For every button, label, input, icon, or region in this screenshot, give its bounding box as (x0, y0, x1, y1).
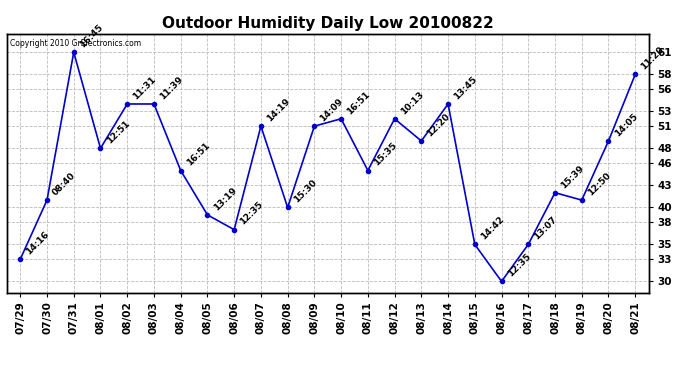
Text: 16:51: 16:51 (185, 141, 211, 168)
Text: 13:19: 13:19 (212, 185, 238, 212)
Text: 12:50: 12:50 (586, 171, 613, 197)
Text: 10:13: 10:13 (399, 90, 425, 116)
Text: 15:35: 15:35 (372, 141, 399, 168)
Text: 14:05: 14:05 (613, 112, 639, 138)
Text: 14:09: 14:09 (319, 97, 345, 123)
Text: 12:20: 12:20 (426, 112, 452, 138)
Text: 08:40: 08:40 (51, 171, 78, 197)
Text: 15:39: 15:39 (559, 163, 586, 190)
Text: 12:35: 12:35 (506, 252, 532, 279)
Text: 12:35: 12:35 (238, 200, 265, 227)
Text: 16:51: 16:51 (345, 89, 372, 116)
Text: 15:30: 15:30 (292, 178, 318, 205)
Title: Outdoor Humidity Daily Low 20100822: Outdoor Humidity Daily Low 20100822 (162, 16, 493, 31)
Text: 14:19: 14:19 (265, 97, 292, 123)
Text: Copyright 2010 GrElectronics.com: Copyright 2010 GrElectronics.com (10, 39, 141, 48)
Text: 14:16: 14:16 (24, 230, 51, 256)
Text: 11:31: 11:31 (131, 75, 158, 101)
Text: 14:42: 14:42 (479, 215, 506, 242)
Text: 12:51: 12:51 (105, 119, 131, 146)
Text: 11:20: 11:20 (640, 45, 666, 72)
Text: 11:39: 11:39 (158, 75, 185, 101)
Text: 16:45: 16:45 (78, 23, 105, 50)
Text: 13:45: 13:45 (452, 75, 479, 101)
Text: 13:07: 13:07 (533, 215, 559, 242)
